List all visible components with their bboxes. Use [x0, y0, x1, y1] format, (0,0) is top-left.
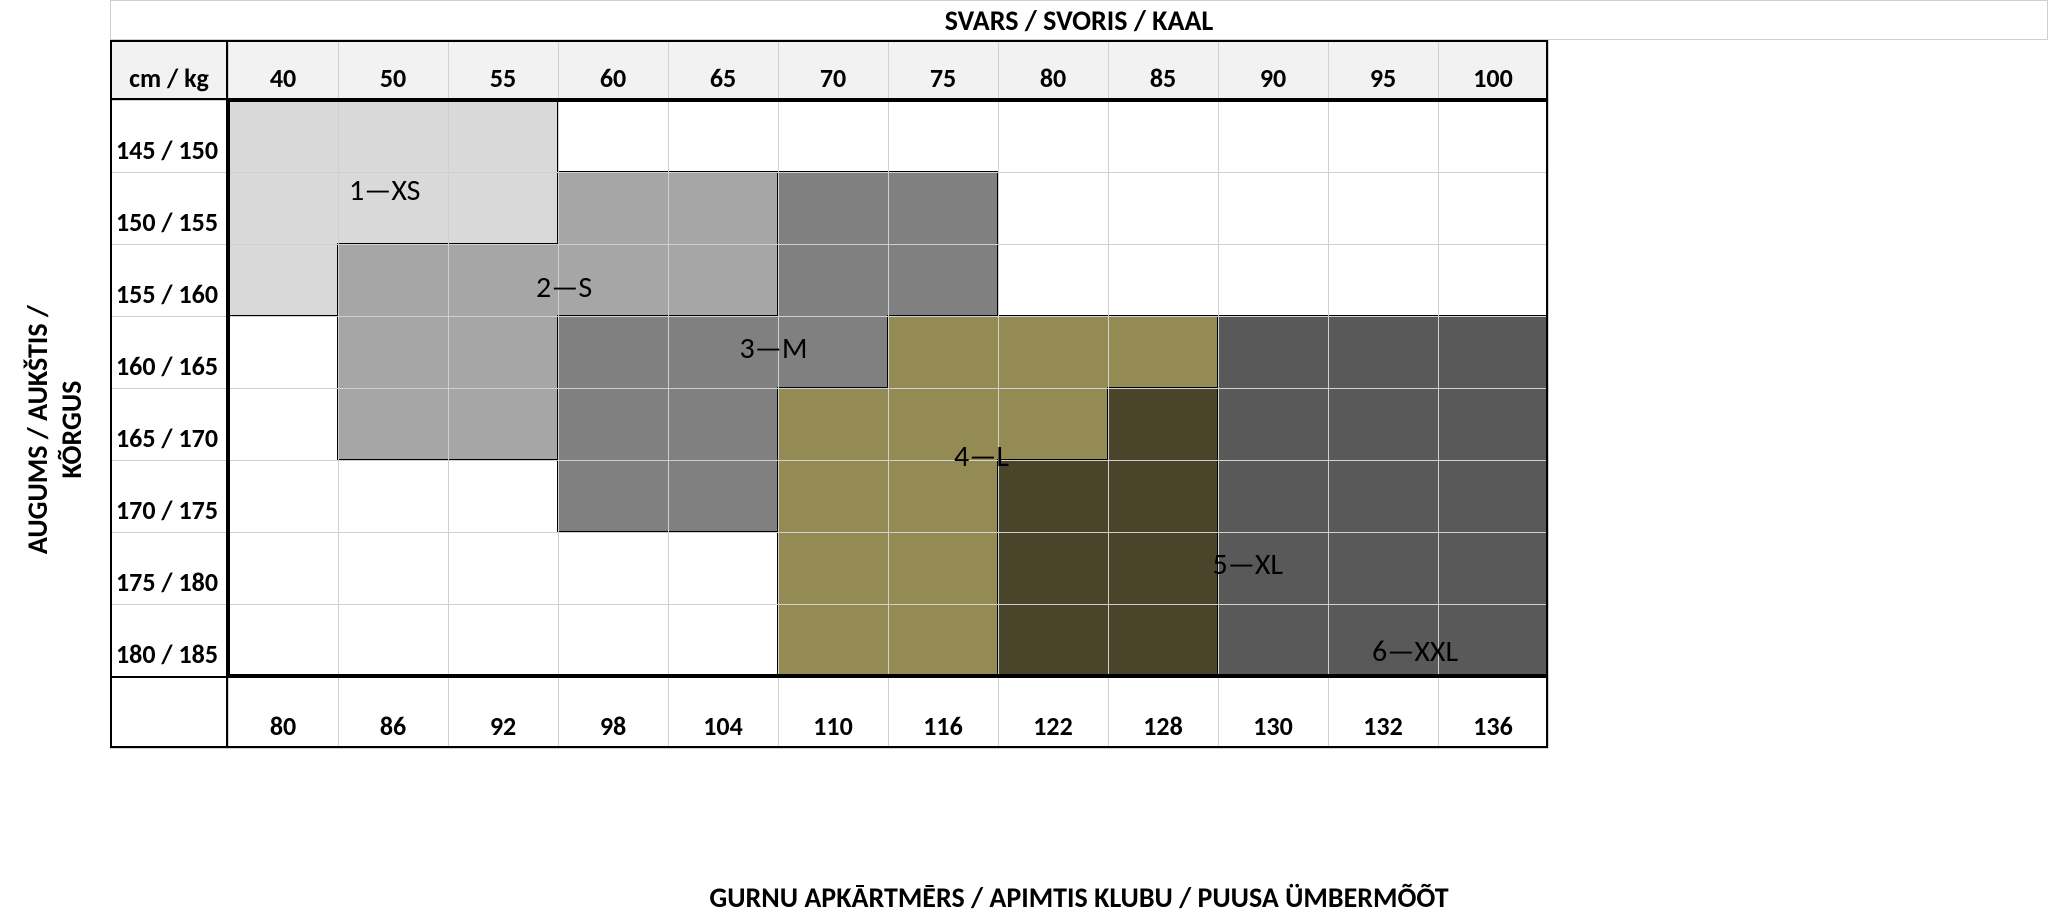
- row-label-col-border: [110, 40, 228, 748]
- grid-outer-border: [110, 40, 1548, 748]
- header-row-border: [110, 40, 1548, 100]
- left-axis-line1: AUGUMS / AUKŠTIS /: [20, 305, 55, 554]
- left-axis-title-box: AUGUMS / AUKŠTIS / KÕRGUS: [0, 40, 110, 820]
- bottom-axis-title: GURNU APKĀRTMĒRS / APIMTIS KLUBU / PUUSA…: [110, 880, 2048, 917]
- body-grid-border: [228, 100, 1548, 676]
- grid-area: 1—XS2—S3—M4—L5—XL6—XXLcm / kg40505560657…: [110, 40, 1548, 748]
- footer-row-border: [110, 676, 1548, 748]
- outer-borders: [110, 40, 1548, 748]
- left-axis-title: AUGUMS / AUKŠTIS / KÕRGUS: [21, 305, 88, 554]
- top-axis-title: SVARS / SVORIS / KAAL: [110, 0, 2048, 40]
- size-chart: SVARS / SVORIS / KAAL AUGUMS / AUKŠTIS /…: [0, 0, 2048, 917]
- left-axis-line2: KÕRGUS: [54, 381, 89, 479]
